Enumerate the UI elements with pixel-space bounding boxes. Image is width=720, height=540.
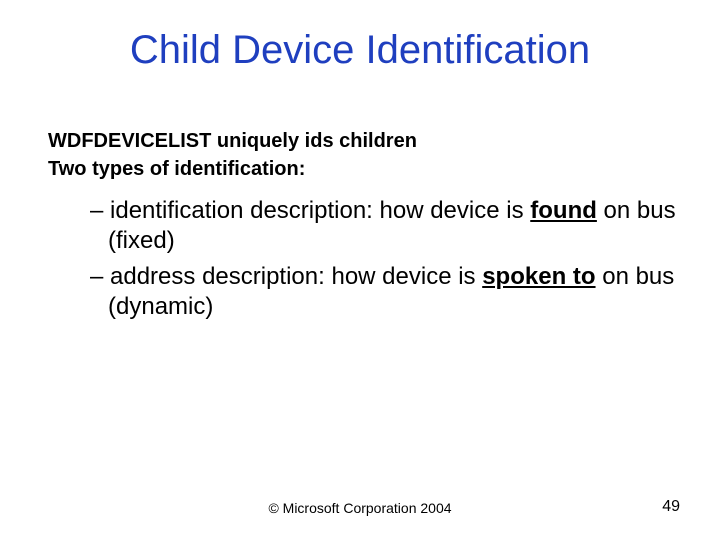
- bullet-2-pre: – address description: how device is: [90, 263, 482, 290]
- subtitle-line-2: Two types of identification:: [48, 156, 672, 182]
- slide-title: Child Device Identification: [0, 28, 720, 73]
- footer-copyright: © Microsoft Corporation 2004: [0, 500, 720, 516]
- bullet-item-1: – identification description: how device…: [90, 196, 680, 256]
- slide: Child Device Identification WDFDEVICELIS…: [0, 0, 720, 540]
- bullet-1-pre: – identification description: how device…: [90, 197, 530, 224]
- bullet-list: – identification description: how device…: [90, 196, 680, 328]
- bullet-2-underline: spoken to: [482, 263, 595, 290]
- subtitle-block: WDFDEVICELIST uniquely ids children Two …: [48, 128, 672, 184]
- bullet-item-2: – address description: how device is spo…: [90, 262, 680, 322]
- page-number: 49: [662, 498, 680, 516]
- subtitle-line-1: WDFDEVICELIST uniquely ids children: [48, 128, 672, 154]
- bullet-1-underline: found: [530, 197, 597, 224]
